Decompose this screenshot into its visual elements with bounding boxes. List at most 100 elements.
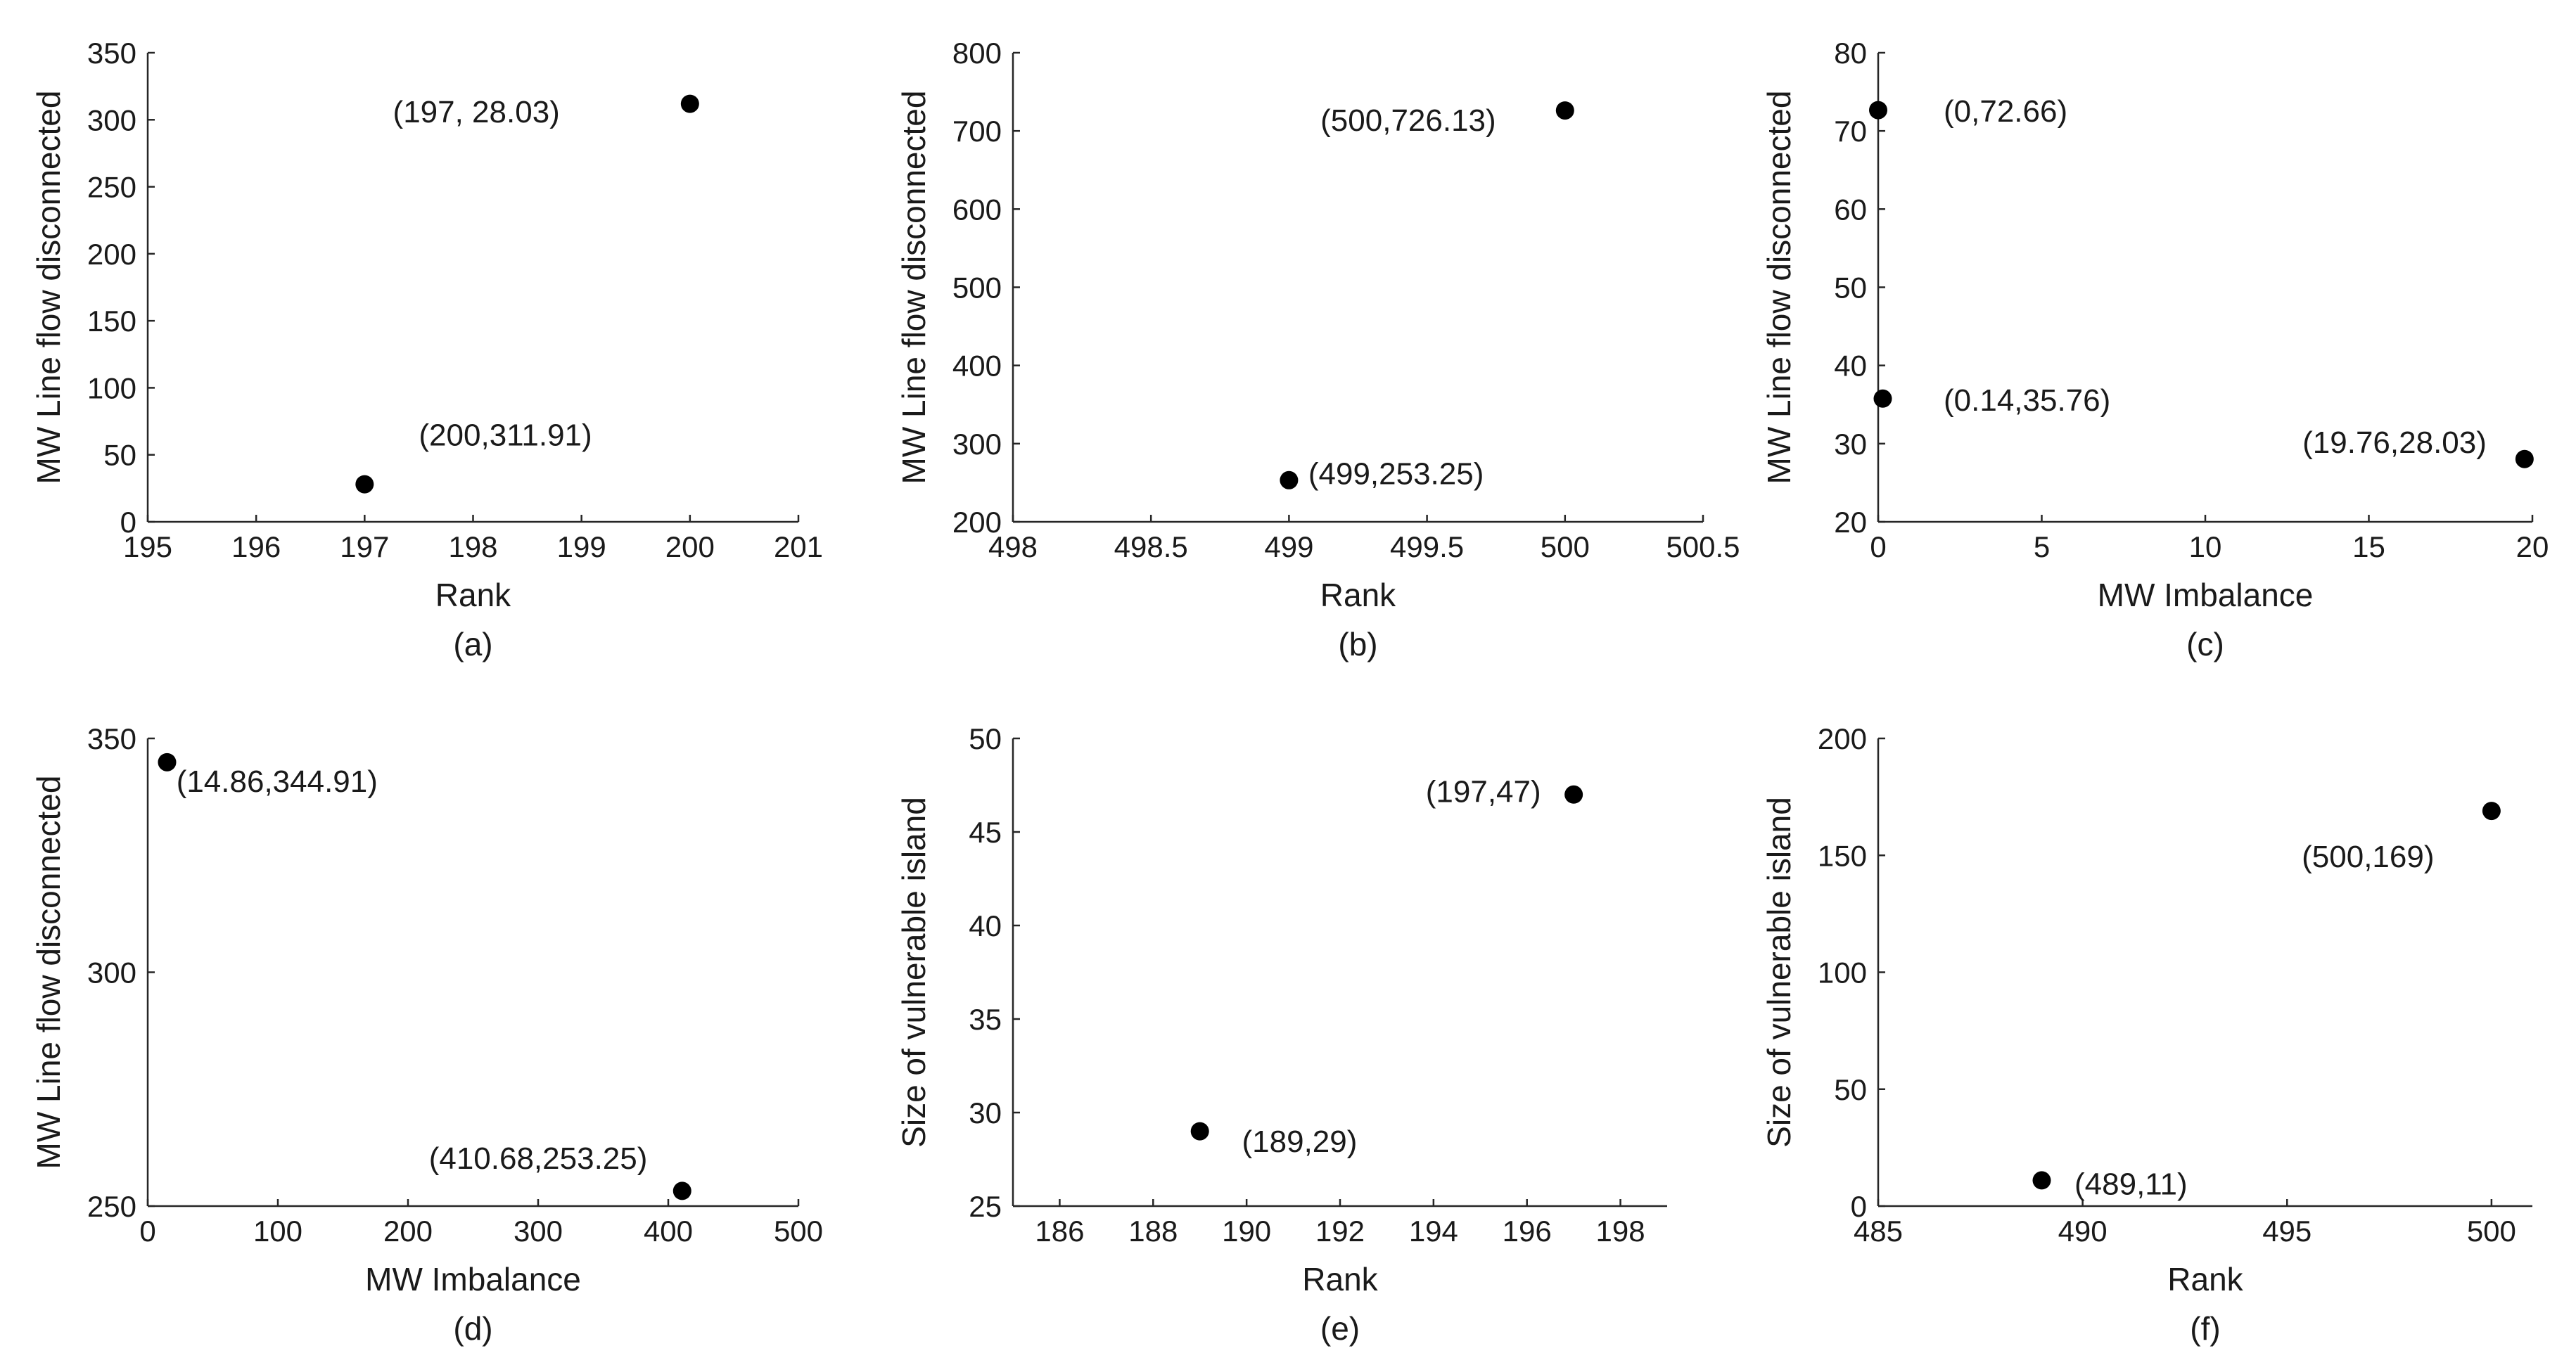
panel-caption: (f) (2190, 1310, 2220, 1347)
y-axis-label: MW Line flow disconnected (30, 91, 67, 485)
x-tick-label: 498 (988, 530, 1038, 563)
x-tick-label: 196 (1503, 1215, 1552, 1248)
data-point (2032, 1171, 2051, 1190)
x-tick-label: 499 (1264, 530, 1313, 563)
y-tick-label: 200 (952, 506, 1002, 539)
y-tick-label: 0 (1851, 1190, 1867, 1223)
chart-panel-e: 186 188 190 192 194 196 198 25 30 35 40 45 50 Rank Siz… (895, 722, 1667, 1347)
y-tick-label: 45 (969, 816, 1002, 849)
data-point (1190, 1122, 1209, 1141)
x-tick-label: 200 (383, 1215, 433, 1248)
point-annotation: (197, 28.03) (393, 95, 560, 129)
point-annotation: (0,72.66) (1944, 94, 2067, 129)
y-tick-label: 0 (120, 506, 136, 539)
y-axis-label: MW Line flow disconnected (895, 91, 932, 485)
y-axis-label: Size of vulnerable island (1761, 797, 1797, 1148)
chart-panel-c: 0 5 10 15 20 20 30 40 50 60 70 80 MW Imbalance MW Lin… (1761, 37, 2549, 662)
panel-caption: (a) (453, 626, 492, 662)
data-point (1280, 470, 1299, 489)
y-tick-label: 200 (1818, 722, 1867, 755)
x-tick-label: 194 (1409, 1215, 1458, 1248)
x-tick-label: 196 (231, 530, 281, 563)
x-tick-label: 188 (1128, 1215, 1178, 1248)
y-tick-label: 300 (87, 956, 136, 989)
x-tick-label: 199 (557, 530, 606, 563)
y-tick-label: 25 (969, 1190, 1002, 1223)
x-tick-label: 195 (123, 530, 172, 563)
data-point (672, 1181, 691, 1200)
panel-caption: (c) (2186, 626, 2224, 662)
x-tick-label: 300 (514, 1215, 563, 1248)
y-tick-label: 350 (87, 37, 136, 70)
x-tick-label: 0 (1870, 530, 1886, 563)
data-point (1564, 785, 1583, 804)
y-tick-label: 60 (1834, 193, 1867, 226)
x-tick-label: 5 (2034, 530, 2050, 563)
point-annotation: (189,29) (1242, 1125, 1358, 1159)
x-tick-label: 198 (1596, 1215, 1645, 1248)
y-tick-label: 50 (969, 722, 1002, 755)
panel-caption: (d) (453, 1310, 492, 1347)
y-tick-label: 50 (1834, 1073, 1867, 1106)
point-annotation: (19.76,28.03) (2302, 425, 2487, 460)
y-tick-label: 100 (87, 371, 136, 404)
y-tick-label: 150 (1818, 839, 1867, 872)
x-tick-label: 500 (774, 1215, 823, 1248)
data-point (1555, 101, 1574, 120)
x-tick-label: 500 (2467, 1215, 2516, 1248)
y-tick-label: 200 (87, 238, 136, 271)
data-point (158, 752, 177, 771)
y-tick-label: 100 (1818, 956, 1867, 989)
data-point (680, 94, 699, 113)
x-tick-label: 186 (1035, 1215, 1084, 1248)
x-tick-label: 192 (1315, 1215, 1365, 1248)
point-annotation: (500,169) (2302, 840, 2434, 874)
point-annotation: (200,311.91) (419, 418, 592, 452)
y-tick-label: 500 (952, 271, 1002, 305)
point-annotation: (14.86,344.91) (177, 764, 378, 799)
y-tick-label: 150 (87, 305, 136, 338)
data-point (2482, 802, 2501, 821)
x-tick-label: 190 (1222, 1215, 1271, 1248)
y-tick-label: 800 (952, 37, 1002, 70)
x-axis-label: MW Imbalance (365, 1261, 581, 1298)
panel-caption: (b) (1338, 626, 1377, 662)
y-tick-label: 350 (87, 722, 136, 755)
y-tick-label: 300 (87, 103, 136, 136)
x-tick-label: 200 (665, 530, 715, 563)
y-tick-label: 250 (87, 1190, 136, 1223)
x-tick-label: 485 (1854, 1215, 1903, 1248)
y-tick-label: 20 (1834, 506, 1867, 539)
y-tick-label: 50 (103, 439, 136, 472)
y-tick-label: 40 (1834, 350, 1867, 383)
x-axis-label: Rank (1302, 1261, 1378, 1298)
y-tick-label: 400 (952, 350, 1002, 383)
y-tick-label: 30 (969, 1096, 1002, 1129)
data-point (355, 475, 374, 494)
y-tick-label: 250 (87, 171, 136, 204)
y-axis-label: MW Line flow disconnected (30, 776, 67, 1170)
x-tick-label: 20 (2516, 530, 2549, 563)
x-axis-label: Rank (1320, 577, 1396, 613)
panel-caption: (e) (1320, 1310, 1360, 1347)
x-tick-label: 198 (448, 530, 497, 563)
x-tick-label: 500 (1541, 530, 1590, 563)
x-tick-label: 400 (644, 1215, 693, 1248)
point-annotation: (499,253.25) (1308, 457, 1484, 492)
point-annotation: (489,11) (2074, 1167, 2188, 1201)
x-tick-label: 197 (340, 530, 389, 563)
x-tick-label: 495 (2262, 1215, 2312, 1248)
data-point (2515, 449, 2534, 468)
y-tick-label: 70 (1834, 115, 1867, 148)
y-tick-label: 50 (1834, 271, 1867, 305)
y-tick-label: 700 (952, 115, 1002, 148)
point-annotation: (197,47) (1426, 774, 1541, 809)
x-tick-label: 10 (2189, 530, 2222, 563)
x-axis-label: Rank (2167, 1261, 2243, 1298)
x-tick-label: 100 (253, 1215, 302, 1248)
y-tick-label: 30 (1834, 428, 1867, 461)
y-tick-label: 600 (952, 193, 1002, 226)
x-tick-label: 201 (774, 530, 823, 563)
x-tick-label: 0 (139, 1215, 155, 1248)
x-tick-label: 499.5 (1390, 530, 1464, 563)
